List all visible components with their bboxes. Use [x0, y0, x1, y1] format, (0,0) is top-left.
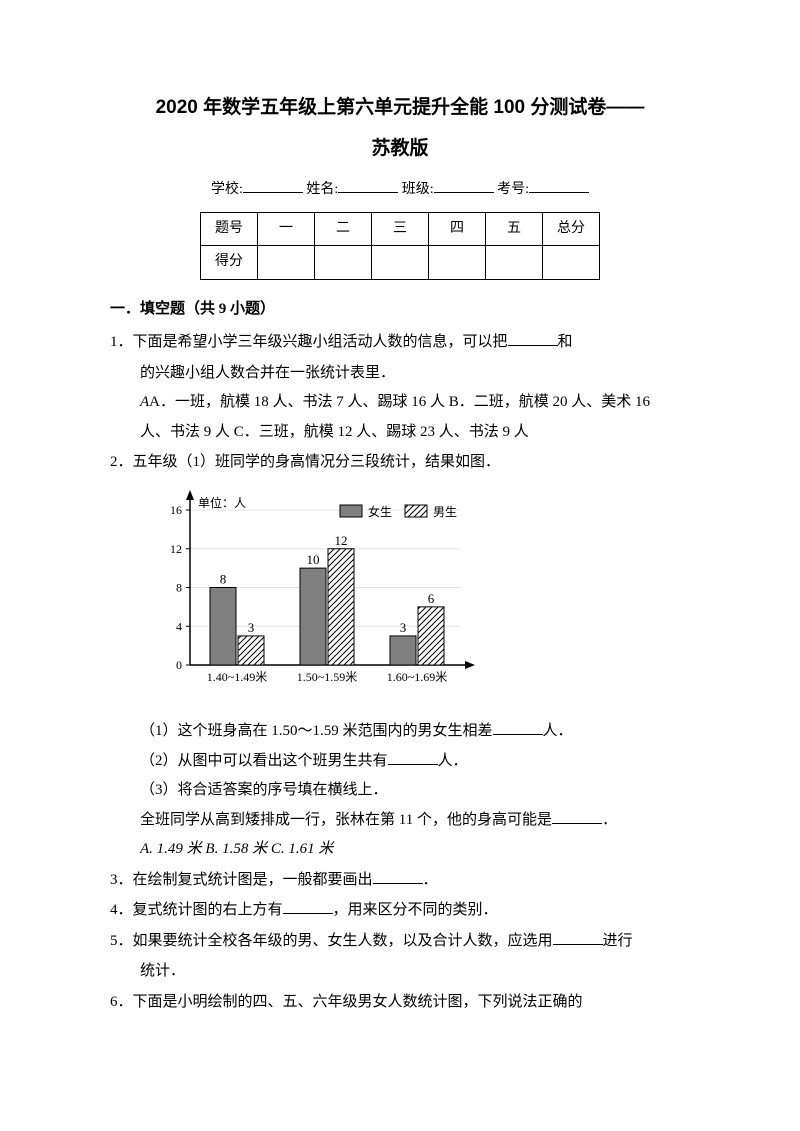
score-table: 题号 一 二 三 四 五 总分 得分	[200, 212, 600, 280]
school-label: 学校:	[211, 182, 243, 197]
svg-text:12: 12	[170, 542, 182, 556]
page-title: 2020 年数学五年级上第六单元提升全能 100 分测试卷——	[110, 90, 690, 126]
class-blank[interactable]	[434, 180, 494, 193]
cell-blank[interactable]	[486, 246, 543, 280]
q4-text: 4．复式统计图的右上方有	[110, 902, 283, 918]
q4-tail: ，用来区分不同的类别．	[333, 902, 498, 918]
q5-line2: 统计．	[110, 957, 690, 986]
q1-options-b: 人、书法 9 人 C．三班，航模 12 人、踢球 23 人、书法 9 人	[110, 418, 690, 447]
svg-text:12: 12	[335, 533, 348, 548]
svg-text:8: 8	[220, 571, 227, 586]
q2-sub3: （3）将合适答案的序号填在横线上．	[110, 776, 690, 805]
cell-blank[interactable]	[258, 246, 315, 280]
q2-sub3-blank[interactable]	[552, 811, 602, 824]
q1-blank[interactable]	[508, 333, 558, 346]
bar-chart: 0 4 8 12 16 单位：人女生 男生 8 3 1.40~1.49米 10 12 1.50~1.59…	[140, 485, 480, 695]
svg-text:10: 10	[307, 552, 320, 567]
table-row: 题号 一 二 三 四 五 总分	[201, 212, 600, 246]
name-blank[interactable]	[338, 180, 398, 193]
cell-blank[interactable]	[543, 246, 600, 280]
svg-text:6: 6	[428, 591, 435, 606]
q2-sub2-text: （2）从图中可以看出这个班男生共有	[140, 753, 388, 769]
table-row: 得分	[201, 246, 600, 280]
q2-sub3-text: 全班同学从高到矮排成一行，张林在第 11 个，他的身高可能是	[140, 812, 552, 828]
q5-text: 5．如果要统计全校各年级的男、女生人数，以及合计人数，应选用	[110, 933, 553, 949]
q2-sub1-text: （1）这个班身高在 1.50～1.59 米范围内的男女生相差	[140, 723, 493, 739]
q5-blank[interactable]	[553, 932, 603, 945]
q2-sub2: （2）从图中可以看出这个班男生共有 人．	[110, 747, 690, 776]
name-label: 姓名:	[306, 182, 338, 197]
q3-blank[interactable]	[373, 871, 423, 884]
school-blank[interactable]	[243, 180, 303, 193]
svg-text:1.40~1.49米: 1.40~1.49米	[207, 670, 268, 684]
q3-text: 3．在绘制复式统计图是，一般都要画出	[110, 872, 373, 888]
cell: 三	[372, 212, 429, 246]
svg-text:单位：人: 单位：人	[198, 495, 246, 510]
question-4: 4．复式统计图的右上方有 ，用来区分不同的类别．	[110, 896, 690, 925]
q2-sub2-blank[interactable]	[388, 752, 438, 765]
question-5: 5．如果要统计全校各年级的男、女生人数，以及合计人数，应选用 进行	[110, 927, 690, 956]
chart-container: 0 4 8 12 16 单位：人女生 男生 8 3 1.40~1.49米 10 12 1.50~1.59…	[110, 485, 690, 706]
q2-sub3-options: A. 1.49 米 B. 1.58 米 C. 1.61 米	[110, 835, 690, 864]
svg-text:3: 3	[248, 620, 255, 635]
cell-blank[interactable]	[372, 246, 429, 280]
question-3: 3．在绘制复式统计图是，一般都要画出 ．	[110, 866, 690, 895]
cell: 二	[315, 212, 372, 246]
q2-sub2-tail: 人．	[438, 753, 468, 769]
q1-text-a: 1．下面是希望小学三年级兴趣小组活动人数的信息，可以把	[110, 334, 508, 350]
svg-text:3: 3	[400, 620, 407, 635]
cell-blank[interactable]	[429, 246, 486, 280]
class-label: 班级:	[402, 182, 434, 197]
q2-sub3-line2: 全班同学从高到矮排成一行，张林在第 11 个，他的身高可能是 ．	[110, 806, 690, 835]
q2-sub1-tail: 人．	[543, 723, 573, 739]
page-subtitle: 苏教版	[110, 131, 690, 167]
svg-text:1.60~1.69米: 1.60~1.69米	[387, 670, 448, 684]
svg-text:1.50~1.59米: 1.50~1.59米	[297, 670, 358, 684]
section-header: 一．填空题（共 9 小题）	[110, 295, 690, 324]
q1-options-a: AA．一班，航模 18 人、书法 7 人、踢球 16 人 B．二班，航模 20 …	[110, 388, 690, 417]
svg-text:4: 4	[176, 619, 182, 633]
question-6: 6．下面是小明绘制的四、五、六年级男女人数统计图，下列说法正确的	[110, 988, 690, 1017]
svg-text:女生: 女生	[368, 504, 392, 519]
q2-sub3-tail: ．	[602, 812, 617, 828]
svg-text:8: 8	[176, 580, 182, 594]
question-1: 1．下面是希望小学三年级兴趣小组活动人数的信息，可以把 和	[110, 328, 690, 357]
cell-label: 得分	[201, 246, 258, 280]
number-blank[interactable]	[529, 180, 589, 193]
cell: 五	[486, 212, 543, 246]
cell: 总分	[543, 212, 600, 246]
svg-text:男生: 男生	[433, 505, 457, 519]
question-2: 2．五年级（1）班同学的身高情况分三段统计，结果如图．	[110, 448, 690, 477]
q5-tail: 进行	[603, 933, 633, 949]
cell-blank[interactable]	[315, 246, 372, 280]
number-label: 考号:	[497, 182, 529, 197]
q2-sub1-blank[interactable]	[493, 722, 543, 735]
cell: 一	[258, 212, 315, 246]
q4-blank[interactable]	[283, 901, 333, 914]
svg-text:0: 0	[176, 658, 182, 672]
q1-line2: 的兴趣小组人数合并在一张统计表里．	[110, 359, 690, 388]
student-info-line: 学校: 姓名: 班级: 考号:	[110, 177, 690, 204]
svg-text:16: 16	[170, 503, 182, 517]
q2-sub1: （1）这个班身高在 1.50～1.59 米范围内的男女生相差 人．	[110, 717, 690, 746]
q3-tail: ．	[423, 872, 438, 888]
cell-label: 题号	[201, 212, 258, 246]
cell: 四	[429, 212, 486, 246]
q1-text-b: 和	[558, 334, 573, 350]
